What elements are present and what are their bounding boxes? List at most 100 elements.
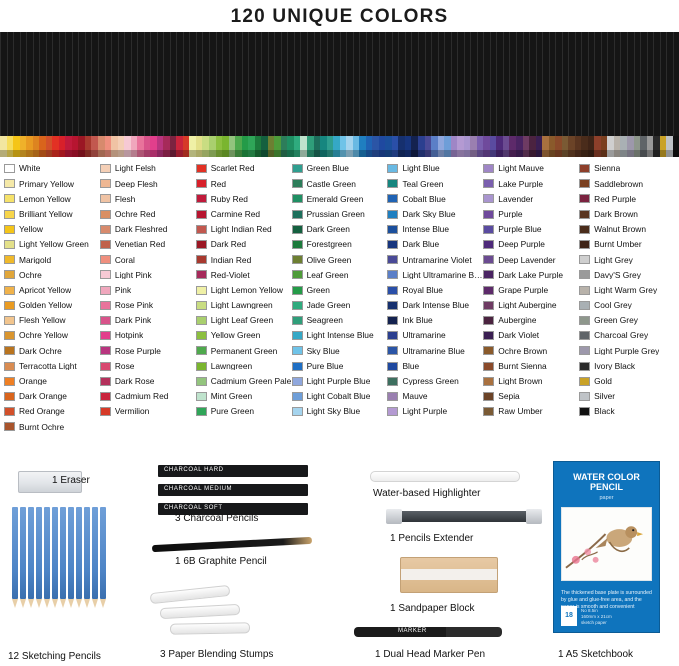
color-name: Dark Blue xyxy=(402,240,440,249)
color-name: Light Felsh xyxy=(114,164,156,173)
color-name: Sienna xyxy=(594,164,621,173)
bird-branch-illustration xyxy=(565,525,644,569)
color-row: Grape Purple xyxy=(483,283,579,298)
pencil-tip xyxy=(189,136,196,157)
sketching-pencil xyxy=(76,507,82,608)
color-name: Light Purple xyxy=(402,407,448,416)
color-row: Red Orange xyxy=(4,404,100,419)
pencil-barrel xyxy=(561,32,569,136)
accessory-graphite-pencil xyxy=(151,536,313,553)
color-name: Teal Green xyxy=(402,179,444,188)
color-name: Silver xyxy=(594,392,616,401)
pencil xyxy=(235,32,242,157)
color-row: Light Aubergine xyxy=(483,298,579,313)
color-name: Pure Blue xyxy=(306,361,344,371)
pencil xyxy=(431,32,438,157)
color-row: Ochre xyxy=(4,267,100,282)
pencil-barrel xyxy=(91,32,98,136)
marker-image: MARKER xyxy=(354,627,502,637)
sketchbook-subtitle: paper xyxy=(599,494,614,501)
color-row: Forestgreen xyxy=(291,237,388,252)
color-row: Deep Lavender xyxy=(483,252,579,267)
pencil-barrel xyxy=(542,32,549,136)
color-swatch xyxy=(579,315,591,325)
color-row: Royal Blue xyxy=(387,283,483,298)
pencil-barrel xyxy=(189,32,196,136)
color-column: White Primary Yellow Lemon Yellow Brilliant… xyxy=(4,161,100,434)
color-swatch xyxy=(387,407,399,417)
pencil-tip xyxy=(607,136,614,157)
marker-brand-label: MARKER xyxy=(398,628,427,634)
sketchbook-badge: 18 xyxy=(561,606,577,626)
pencil-barrel xyxy=(509,32,516,136)
color-swatch xyxy=(99,346,111,356)
color-row: Light Blue xyxy=(387,161,483,176)
pencil-barrel xyxy=(398,32,405,136)
color-row: Lawngreen xyxy=(195,358,292,373)
pencil-tip xyxy=(398,136,405,157)
pencil-barrel xyxy=(215,32,223,136)
color-name: Aubergine xyxy=(498,316,537,325)
sketching-pencil xyxy=(28,507,34,608)
pencil-barrel xyxy=(45,32,53,136)
color-row: Untramarine Violet xyxy=(387,252,483,267)
pencil-barrel xyxy=(241,32,249,136)
color-name: Apricot Yellow xyxy=(19,285,72,295)
pencil-barrel xyxy=(111,32,118,136)
pencil-tip xyxy=(261,136,268,157)
color-name: Raw Umber xyxy=(498,407,543,416)
pencil xyxy=(378,32,386,157)
sketchbook-meta-line-2: 160mm x 21cm xyxy=(581,614,612,620)
color-name: Deep Purple xyxy=(498,240,545,249)
color-name: Purple Blue xyxy=(498,225,542,234)
color-row: Purple Blue xyxy=(483,222,579,237)
pencil-barrel xyxy=(78,32,85,136)
color-row: Light Pink xyxy=(99,267,196,282)
color-name: Red Orange xyxy=(19,407,65,416)
pencil xyxy=(19,32,27,157)
color-swatch xyxy=(195,376,207,386)
pencil-barrel xyxy=(248,32,255,136)
color-column: Scarlet Red Red Ruby Red Carmine Red Light I… xyxy=(195,161,292,434)
pencil-barrel xyxy=(600,32,608,136)
color-swatch xyxy=(483,331,495,341)
color-row: Light Lawngreen xyxy=(195,298,292,313)
pencil-barrel xyxy=(19,32,27,136)
pencil-barrel xyxy=(182,32,190,136)
pencil xyxy=(391,32,399,157)
color-swatch xyxy=(579,300,591,310)
pencil xyxy=(117,32,125,157)
color-row: Coral xyxy=(99,252,196,267)
color-name: Flesh Yellow xyxy=(19,316,66,325)
accessory-eraser xyxy=(18,471,82,493)
pencil-barrel xyxy=(202,32,209,136)
color-row: Flesh Yellow xyxy=(4,313,100,328)
color-swatch xyxy=(291,209,303,219)
color-name: Lemon Yellow xyxy=(19,194,71,204)
color-name: Black xyxy=(594,407,615,416)
pencil-barrel xyxy=(515,32,523,136)
color-swatch xyxy=(387,270,399,280)
color-swatch xyxy=(483,209,495,219)
pencil xyxy=(320,32,327,157)
color-row: Red Purple xyxy=(579,191,675,206)
color-swatch xyxy=(99,224,111,234)
pencil-tip xyxy=(235,136,242,157)
color-swatch xyxy=(4,209,15,219)
color-swatch xyxy=(291,315,303,325)
color-row: Black xyxy=(579,404,675,419)
pencil xyxy=(13,32,20,157)
color-row: Cadmium Green Pale xyxy=(195,374,292,389)
pencil xyxy=(150,32,157,157)
color-swatch xyxy=(99,164,111,174)
pencil xyxy=(359,32,366,157)
color-name: Light Warm Grey xyxy=(594,285,658,295)
accessory-marker-caption: 1 Dual Head Marker Pen xyxy=(375,649,486,660)
pencil-barrel xyxy=(574,32,582,136)
pencil-tip xyxy=(365,136,373,157)
color-swatch xyxy=(99,285,111,295)
pencil-tip xyxy=(529,136,536,157)
color-swatch xyxy=(4,300,15,310)
pencil xyxy=(274,32,281,157)
color-swatch xyxy=(4,240,15,250)
